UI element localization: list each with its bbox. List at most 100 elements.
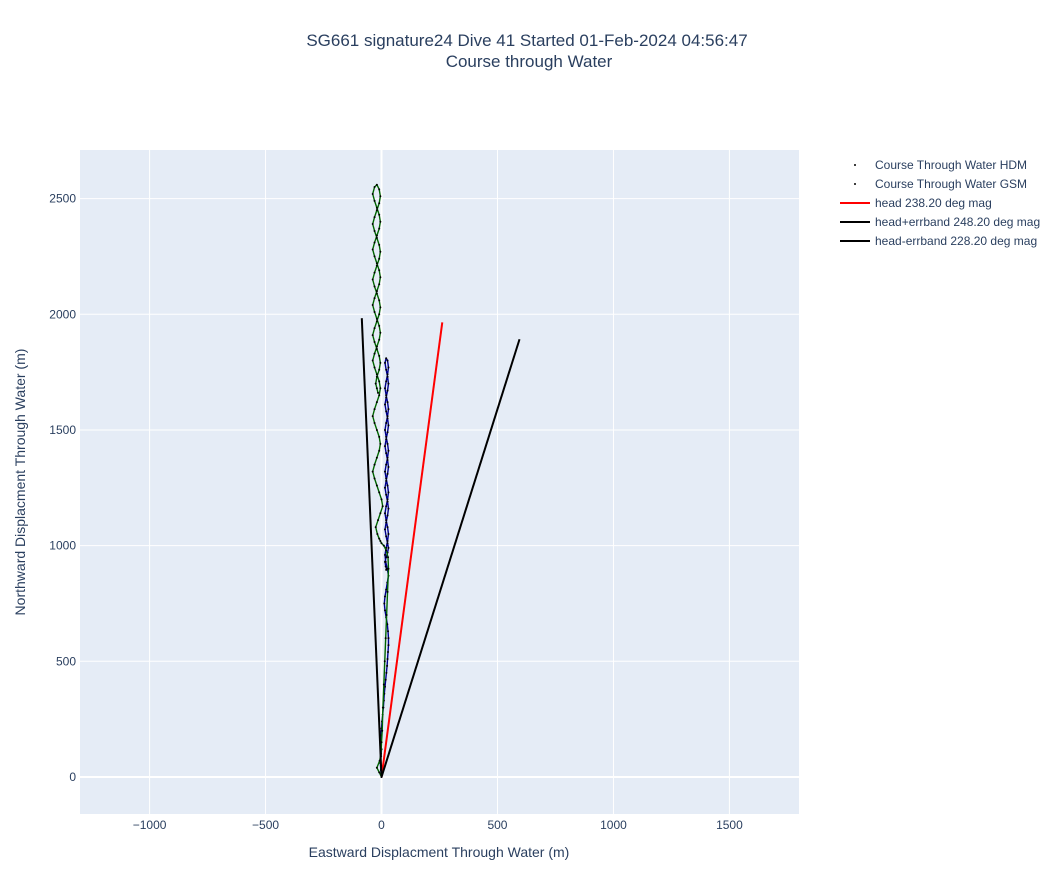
data-point [383,685,386,688]
data-point [373,366,376,369]
data-point [385,493,388,496]
data-point [381,706,384,709]
data-point [386,590,389,593]
legend-swatch [854,183,856,185]
data-point [385,380,388,383]
data-point [386,415,389,418]
data-point [378,202,381,205]
data-point [371,470,374,473]
data-point [373,477,376,480]
legend-label: Course Through Water HDM [875,158,1027,172]
data-point [387,424,390,427]
chart-title-line1: SG661 signature24 Dive 41 Started 01-Feb… [306,31,747,50]
data-point [387,567,390,570]
data-point [383,560,386,563]
data-point [387,546,390,549]
data-point [379,250,382,253]
data-point [387,556,390,559]
legend-item[interactable]: Course Through Water HDM [854,158,1027,172]
data-point [386,500,389,503]
data-point [384,678,387,681]
data-point [375,292,378,295]
data-point [373,186,376,189]
data-point [373,327,376,330]
data-point [377,391,380,394]
data-point [378,449,381,452]
grid [80,150,799,814]
data-point [385,519,388,522]
data-point [386,472,389,475]
data-point [383,553,386,556]
data-point [386,456,389,459]
data-point [386,526,389,529]
legend-item[interactable]: Course Through Water GSM [854,177,1027,191]
data-point [375,428,378,431]
data-point [386,373,389,376]
data-point [373,271,376,274]
legend-item[interactable]: head-errband 228.20 deg mag [840,234,1037,248]
y-tick-label: 500 [56,654,76,668]
data-point [378,435,381,438]
data-point [387,507,390,510]
y-tick-label: 0 [69,770,76,784]
data-point [387,449,390,452]
data-point [371,304,374,307]
data-point [385,505,388,508]
y-tick-label: 2000 [49,307,76,321]
data-point [379,331,382,334]
legend-item[interactable]: head 238.20 deg mag [840,196,992,210]
y-tick-label: 2500 [49,192,76,206]
data-point [385,438,388,441]
data-point [375,484,378,487]
data-point [378,227,381,230]
y-tick-label: 1500 [49,423,76,437]
data-point [373,297,376,300]
data-point [385,435,388,438]
series-1 [371,183,390,778]
x-tick-label: 1500 [716,818,743,832]
data-point [386,417,389,420]
data-point [387,491,390,494]
data-point [385,357,388,360]
data-point [387,408,390,411]
data-point [375,262,378,265]
data-point [374,382,377,385]
data-point [383,387,386,390]
legend-label: head+errband 248.20 deg mag [875,215,1040,229]
data-point [385,452,388,455]
plot-area [80,150,799,814]
legend: Course Through Water HDM Course Through W… [840,158,1040,248]
data-point [383,660,386,663]
legend-item[interactable]: head+errband 248.20 deg mag [840,215,1040,229]
data-point [371,248,374,251]
data-point [373,229,376,232]
data-point [377,519,380,522]
data-point [378,313,381,316]
data-point [380,498,383,501]
data-point [387,630,390,633]
data-point [374,526,377,529]
data-point [383,609,386,612]
data-point [385,588,388,591]
data-point [385,477,388,480]
data-point [379,306,382,309]
data-point [379,276,382,279]
data-point [381,505,384,508]
data-point [375,456,378,459]
data-point [385,463,388,466]
data-point [378,537,381,540]
data-point [385,671,388,674]
data-point [383,512,386,515]
data-point [378,771,381,774]
x-axis-ticks: −1000 −500 0 500 1000 1500 [133,818,743,832]
data-point [378,380,381,383]
data-point [378,188,381,191]
data-point [371,334,374,337]
data-point [387,465,390,468]
data-point [381,729,384,732]
data-point [378,338,381,341]
data-point [383,595,386,598]
y-axis-ticks: 0 500 1000 1500 2000 2500 [49,192,76,784]
data-point [373,463,376,466]
x-tick-label: 500 [487,818,507,832]
